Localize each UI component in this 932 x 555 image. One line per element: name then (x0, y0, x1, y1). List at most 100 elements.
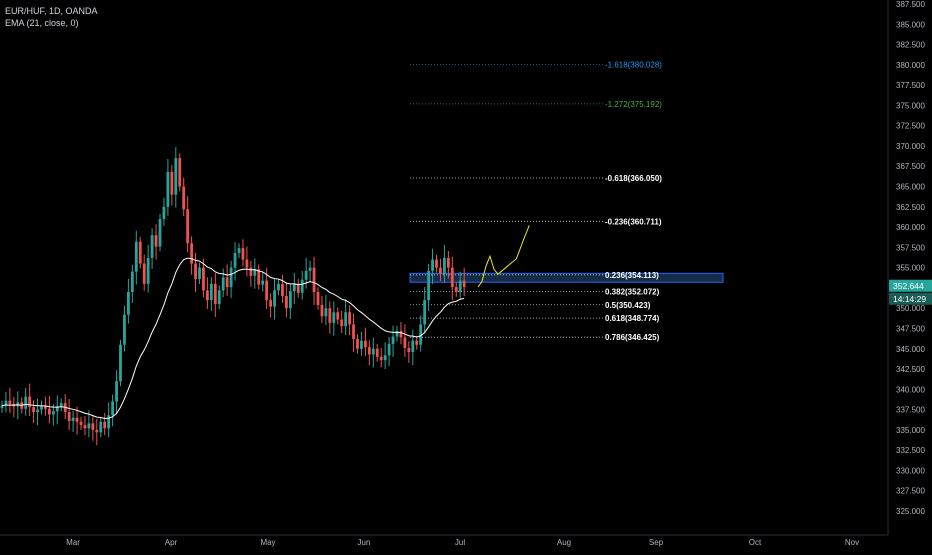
candle-body (115, 381, 118, 402)
x-tick-label: Jul (455, 538, 465, 547)
candle-body (435, 259, 438, 268)
candle-body (134, 241, 138, 272)
candle-body (454, 287, 458, 292)
candle-body (423, 300, 427, 325)
candle-body (403, 337, 407, 348)
candle-body (364, 340, 367, 348)
candle-body (316, 291, 320, 305)
candle-body (32, 407, 35, 413)
candle-body (245, 259, 249, 268)
candle-body (253, 269, 257, 276)
x-tick-label: Jun (358, 538, 371, 547)
candle-body (44, 405, 47, 409)
candle-body (352, 324, 355, 340)
candle-body (166, 171, 170, 207)
candle-body (320, 304, 324, 317)
y-tick-label: 347.500 (896, 324, 925, 333)
fib-level-label: 0.618(348.774) (605, 314, 660, 323)
candle-body (407, 347, 411, 353)
candle-body (150, 235, 154, 258)
support-zone-rect (409, 272, 724, 283)
candle-body (340, 319, 344, 327)
candle-body (419, 324, 423, 345)
fib-level-label: 0.382(352.072) (605, 287, 660, 296)
candle-body (111, 401, 114, 416)
current-price-tag (889, 279, 932, 292)
candle-body (8, 400, 12, 404)
candle-body (36, 409, 39, 413)
y-tick-label: 382.500 (896, 41, 925, 50)
candle-timer-tag (889, 292, 932, 305)
y-tick-label: 340.000 (896, 385, 925, 394)
candle-body (40, 405, 43, 410)
time-axis: Mar Apr May Jun Jul Aug Sep Oct Nov (0, 534, 888, 547)
projection-layer (477, 225, 530, 288)
chart-legend: EUR/HUF, 1D, OANDA EMA (21, close, 0) (5, 5, 98, 29)
y-tick-label: 342.500 (896, 365, 925, 374)
candle-body (79, 421, 83, 426)
candle-body (277, 283, 280, 291)
y-tick-label: 327.500 (896, 487, 925, 496)
candle-body (411, 340, 415, 353)
candle-body (296, 283, 300, 293)
candle-body (450, 267, 454, 288)
candle-body (257, 269, 261, 285)
candle-body (4, 400, 8, 406)
candle-body (312, 267, 316, 292)
fib-level-label: -1.618(380.028) (605, 61, 662, 70)
candle-body (237, 248, 241, 254)
y-tick-label: 345.000 (896, 345, 925, 354)
y-tick-label: 380.000 (896, 61, 925, 70)
candle-body (324, 308, 328, 317)
fib-level-label: -0.236(360.711) (605, 217, 662, 226)
y-tick-label: 387.500 (896, 0, 925, 9)
candle-body (158, 218, 162, 247)
support-zone-layer (409, 272, 724, 283)
candle-body (261, 280, 265, 285)
x-tick-label: May (260, 538, 275, 547)
candle-body (170, 171, 174, 195)
candle-body (332, 312, 336, 323)
candle-body (281, 283, 284, 297)
candle-body (178, 158, 182, 187)
candle-body (356, 339, 359, 349)
candle-body (28, 396, 32, 408)
indicator-label[interactable]: EMA (21, close, 0) (5, 18, 79, 28)
candle-body (48, 408, 51, 415)
candle-body (67, 412, 71, 421)
y-tick-label: 357.500 (896, 243, 925, 252)
candle-body (99, 421, 103, 433)
candle-body (265, 280, 269, 301)
candle-body (344, 312, 348, 327)
fibonacci-layer: -1.618(380.028) -1.272(375.192) -0.618(366… (410, 61, 662, 342)
y-tick-label: 350.000 (896, 304, 925, 313)
symbol-title[interactable]: EUR/HUF, 1D, OANDA (5, 6, 98, 16)
candle-body (439, 267, 442, 275)
y-tick-label: 365.000 (896, 183, 925, 192)
candle-body (123, 314, 126, 345)
fib-level-label: -0.618(366.050) (605, 174, 662, 183)
y-tick-label: 377.500 (896, 81, 925, 90)
candle-body (348, 312, 351, 325)
candle-body (87, 423, 91, 429)
candle-body (202, 267, 205, 291)
price-tags: 352.644 14:14:29 (889, 279, 932, 305)
candle-body (269, 300, 272, 307)
candle-body (304, 270, 308, 280)
y-tick-label: 337.500 (896, 406, 925, 415)
candle-body (446, 257, 450, 268)
candle-body (127, 291, 130, 315)
y-tick-label: 335.000 (896, 426, 925, 435)
y-tick-label: 332.500 (896, 446, 925, 455)
candle-body (443, 257, 446, 275)
candle-body (427, 270, 430, 301)
y-tick-label: 355.000 (896, 264, 925, 273)
candle-body (308, 267, 312, 271)
candle-body (103, 421, 107, 429)
candle-body (190, 243, 193, 264)
ema-layer (1, 257, 465, 420)
current-price-value: 352.644 (893, 281, 924, 291)
candle-body (217, 290, 221, 305)
